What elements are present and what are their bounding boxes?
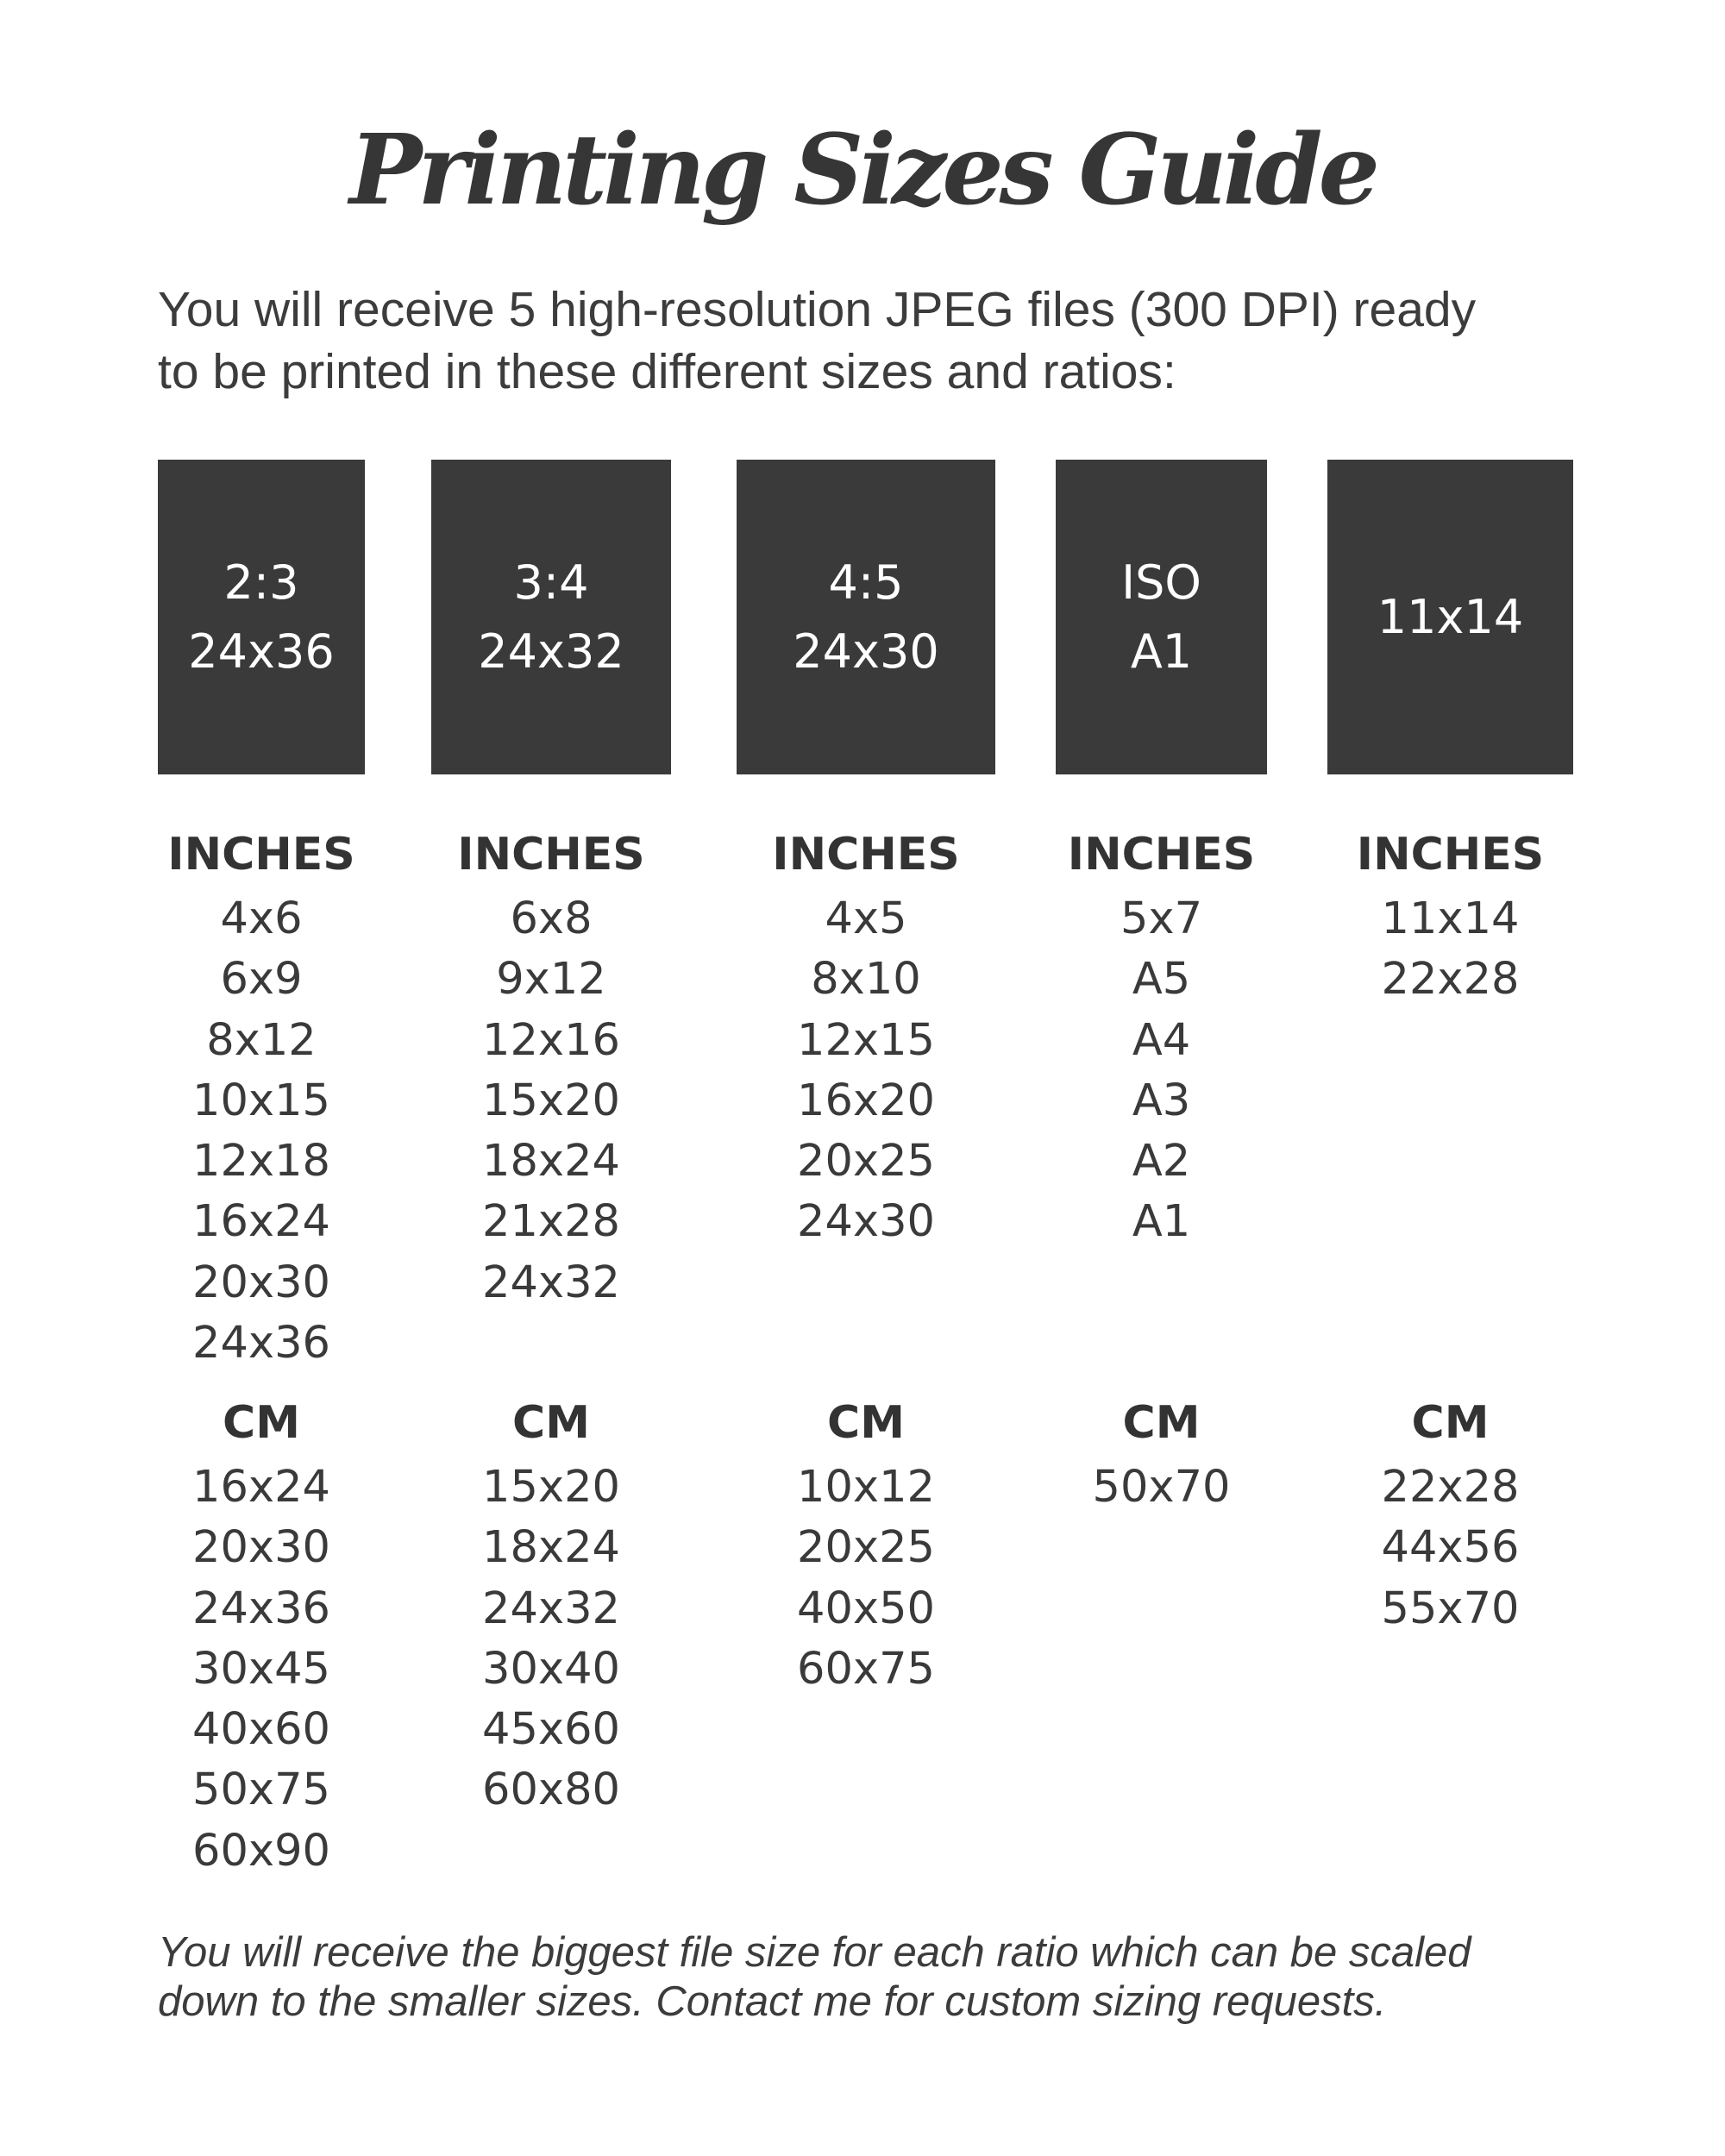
list-item: 4x6 — [220, 893, 303, 944]
footer-note: You will receive the biggest file size f… — [158, 1928, 1590, 2027]
cm-heading: CM — [1122, 1397, 1201, 1449]
ratio-box-size: A1 — [1130, 624, 1193, 679]
list-item: 20x30 — [192, 1257, 330, 1308]
list-item: 22x28 — [1381, 954, 1520, 1006]
inches-list-iso: INCHES 5x7 A5 A4 A3 A2 A1 — [1056, 820, 1267, 1253]
inches-list-11x14: INCHES 11x14 22x28 — [1327, 820, 1573, 1011]
list-item: 24x36 — [192, 1318, 330, 1369]
ratio-box-iso: ISO A1 — [1056, 460, 1267, 774]
list-item: 60x75 — [797, 1643, 935, 1695]
ratio-box-3-4: 3:4 24x32 — [431, 460, 671, 774]
ratio-box-size: 24x36 — [188, 624, 335, 679]
list-item: 44x56 — [1381, 1522, 1520, 1574]
list-item: 12x16 — [482, 1014, 620, 1066]
list-item: 24x32 — [482, 1583, 620, 1634]
ratio-box-label: ISO — [1121, 555, 1201, 610]
list-item: A1 — [1132, 1196, 1191, 1248]
list-item: 16x24 — [192, 1196, 330, 1248]
list-item: 40x50 — [797, 1583, 935, 1634]
footer-line-2: down to the smaller sizes. Contact me fo… — [158, 1978, 1387, 2025]
cm-list-3-4: CM 15x20 18x24 24x32 30x40 45x60 60x80 — [431, 1388, 671, 1821]
cm-heading: CM — [223, 1397, 300, 1449]
inches-list-3-4: INCHES 6x8 9x12 12x16 15x20 18x24 21x28 … — [431, 820, 671, 1313]
ratio-box-label: 2:3 — [223, 555, 299, 610]
list-item: 24x32 — [482, 1257, 620, 1308]
inches-heading: INCHES — [457, 829, 645, 881]
ratio-box-11x14: 11x14 — [1327, 460, 1573, 774]
intro-text: You will receive 5 high-resolution JPEG … — [158, 279, 1572, 403]
list-item: 20x25 — [797, 1522, 935, 1574]
list-item: 16x24 — [192, 1462, 330, 1513]
list-item: 40x60 — [192, 1704, 330, 1756]
list-item: 30x40 — [482, 1643, 620, 1695]
ratio-box-label: 4:5 — [828, 555, 904, 610]
list-item: 6x9 — [220, 954, 303, 1006]
list-item: 15x20 — [482, 1462, 620, 1513]
inches-heading: INCHES — [1356, 829, 1545, 881]
ratio-box-label: 3:4 — [513, 555, 589, 610]
list-item: 18x24 — [482, 1522, 620, 1574]
cm-heading: CM — [512, 1397, 590, 1449]
list-item: 11x14 — [1381, 893, 1520, 944]
list-item: 20x30 — [192, 1522, 330, 1574]
inches-list-2-3: INCHES 4x6 6x9 8x12 10x15 12x18 16x24 20… — [158, 820, 365, 1374]
list-item: 18x24 — [482, 1136, 620, 1188]
list-item: A4 — [1132, 1014, 1191, 1066]
cm-heading: CM — [1411, 1397, 1490, 1449]
list-item: 30x45 — [192, 1643, 330, 1695]
ratio-box-size: 24x32 — [478, 624, 624, 679]
inches-list-4-5: INCHES 4x5 8x10 12x15 16x20 20x25 24x30 — [737, 820, 995, 1253]
list-item: 60x80 — [482, 1764, 620, 1816]
cm-list-4-5: CM 10x12 20x25 40x50 60x75 — [737, 1388, 995, 1700]
ratio-box-label: 11x14 — [1377, 589, 1524, 644]
list-item: 10x12 — [797, 1462, 935, 1513]
list-item: 22x28 — [1381, 1462, 1520, 1513]
cm-list-2-3: CM 16x24 20x30 24x36 30x45 40x60 50x75 6… — [158, 1388, 365, 1882]
ratio-box-4-5: 4:5 24x30 — [737, 460, 995, 774]
inches-heading: INCHES — [167, 829, 355, 881]
list-item: 45x60 — [482, 1704, 620, 1756]
list-item: 10x15 — [192, 1075, 330, 1126]
list-item: 21x28 — [482, 1196, 620, 1248]
list-item: 8x12 — [206, 1014, 317, 1066]
intro-line-1: You will receive 5 high-resolution JPEG … — [158, 282, 1477, 337]
list-item: A3 — [1132, 1075, 1191, 1126]
list-item: 12x18 — [192, 1136, 330, 1188]
list-item: 5x7 — [1120, 893, 1203, 944]
list-item: 15x20 — [482, 1075, 620, 1126]
list-item: 9x12 — [496, 954, 606, 1006]
footer-line-1: You will receive the biggest file size f… — [158, 1929, 1471, 1976]
list-item: 12x15 — [797, 1014, 935, 1066]
list-item: 6x8 — [510, 893, 593, 944]
list-item: 20x25 — [797, 1136, 935, 1188]
page-title: Printing Sizes Guide — [349, 114, 1380, 227]
list-item: A5 — [1132, 954, 1191, 1006]
intro-line-2: to be printed in these different sizes a… — [158, 344, 1176, 399]
list-item: 8x10 — [811, 954, 921, 1006]
list-item: 50x70 — [1092, 1462, 1231, 1513]
list-item: 16x20 — [797, 1075, 935, 1126]
cm-list-iso: CM 50x70 — [1056, 1388, 1267, 1518]
ratio-box-2-3: 2:3 24x36 — [158, 460, 365, 774]
list-item: 50x75 — [192, 1764, 330, 1816]
list-item: A2 — [1132, 1136, 1191, 1188]
cm-list-11x14: CM 22x28 44x56 55x70 — [1327, 1388, 1573, 1639]
inches-heading: INCHES — [772, 829, 960, 881]
ratio-box-size: 24x30 — [793, 624, 939, 679]
list-item: 55x70 — [1381, 1583, 1520, 1634]
list-item: 60x90 — [192, 1825, 330, 1877]
inches-heading: INCHES — [1067, 829, 1256, 881]
list-item: 4x5 — [825, 893, 907, 944]
list-item: 24x30 — [797, 1196, 935, 1248]
cm-heading: CM — [827, 1397, 905, 1449]
list-item: 24x36 — [192, 1583, 330, 1634]
